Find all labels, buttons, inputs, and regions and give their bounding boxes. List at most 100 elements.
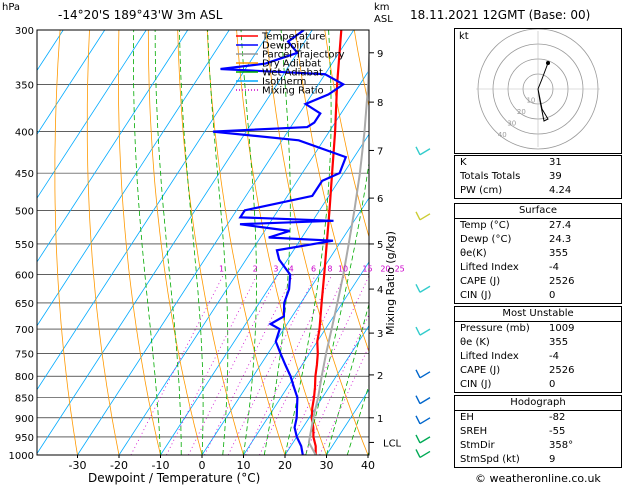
- x-tick-label: 0: [199, 459, 206, 472]
- surface-title: Surface: [455, 204, 621, 219]
- x-tick-label: -20: [110, 459, 128, 472]
- location-title: -14°20'S 189°43'W 3m ASL: [58, 8, 223, 22]
- pressure-tick-label: 850: [15, 394, 34, 405]
- km-tick-label: 6: [377, 194, 383, 205]
- surface-row: CAPE (J) 2526: [460, 276, 575, 287]
- mixing-ratio-line: [245, 274, 333, 455]
- wet-adiabat-line: [284, 30, 332, 455]
- km-tick-label: 4: [377, 285, 383, 296]
- mixing-ratio-line: [188, 274, 279, 455]
- surface-row: Dewp (°C) 24.3: [460, 234, 572, 245]
- wind-barb: [419, 371, 431, 379]
- mixing-ratio-line: [130, 274, 224, 455]
- km-tick-label: 2: [377, 371, 383, 382]
- hodograph-row: StmDir 358°: [460, 440, 574, 451]
- plot-frame: [36, 29, 370, 456]
- wind-barb: [415, 369, 421, 379]
- surface-table: Surface Temp (°C) 27.4 Dewp (°C) 24.3 θe(K…: [454, 203, 622, 304]
- pressure-tick-label: 900: [15, 414, 34, 425]
- dry-adiabat-line: [206, 30, 286, 455]
- wind-barb: [415, 211, 421, 221]
- wind-barb: [419, 148, 431, 156]
- pressure-tick-label: 650: [15, 299, 34, 310]
- isotherm-line: [37, 30, 106, 135]
- hodograph-row: EH -82: [460, 412, 566, 423]
- wind-barb: [419, 285, 431, 293]
- mixing-ratio-line: [166, 274, 258, 455]
- surface-row: CIN (J) 0: [460, 290, 556, 301]
- wind-barb: [415, 395, 421, 404]
- hodograph-ring-label: 40: [498, 131, 507, 139]
- hodograph-kt-label: kt: [459, 31, 469, 42]
- mixing-ratio-label: 10: [338, 265, 348, 274]
- most-unstable-row: Lifted Index -4: [460, 351, 559, 362]
- pressure-tick-label: 450: [15, 169, 34, 180]
- dry-adiabat-line: [324, 30, 369, 239]
- surface-row: Temp (°C) 27.4: [460, 220, 572, 231]
- date-title: 18.11.2021 12GMT (Base: 00): [410, 8, 591, 22]
- wind-barb: [419, 417, 431, 425]
- x-tick-label: 20: [278, 459, 292, 472]
- surface-row: θe(K) 355: [460, 248, 569, 259]
- wind-barb: [415, 146, 421, 156]
- wind-barb: [419, 450, 431, 459]
- hpa-label: hPa: [2, 2, 21, 13]
- isotherm-line: [37, 30, 189, 263]
- mixing-ratio-label: 3: [273, 265, 278, 274]
- x-tick-label: 40: [361, 459, 375, 472]
- index-row-totals: Totals Totals 39: [460, 171, 562, 182]
- index-row-pw: PW (cm) 4.24: [460, 185, 572, 196]
- pressure-tick-label: 750: [15, 349, 34, 360]
- legend-label: Wet Adiabat: [262, 68, 323, 79]
- mixing-ratio-label: 20: [380, 265, 390, 274]
- wind-barb: [415, 283, 421, 293]
- pressure-tick-label: 800: [15, 372, 34, 383]
- hodograph-storm-dot: [546, 61, 550, 65]
- pressure-tick-label: 600: [15, 271, 34, 282]
- hodograph-table-title: Hodograph: [455, 396, 621, 411]
- hodograph-ring-label: 30: [507, 120, 516, 128]
- legend-label: Dry Adiabat: [262, 59, 321, 70]
- wind-barb: [419, 436, 431, 444]
- wet-adiabat-line: [154, 30, 182, 455]
- isotherm-line: [160, 133, 369, 455]
- mixing-ratio-label: 25: [395, 265, 405, 274]
- index-row-k: K 31: [460, 157, 562, 168]
- dry-adiabat-line: [177, 30, 244, 455]
- wet-adiabat-line: [263, 30, 291, 455]
- parcel-trajectory-line: [307, 39, 369, 455]
- km-tick-label: 5: [377, 240, 383, 251]
- hodograph-table: Hodograph EH -82 SREH -55 StmDir 358° StmSp…: [454, 395, 622, 468]
- km-tick-label: 3: [377, 329, 383, 340]
- dry-adiabat-line: [265, 30, 369, 455]
- most-unstable-row: Pressure (mb) 1009: [460, 323, 575, 334]
- hodograph-row: StmSpd (kt) 9: [460, 454, 556, 465]
- legend-label: Temperature: [261, 32, 325, 43]
- wind-barb: [419, 213, 431, 221]
- asl-label: ASL: [374, 14, 393, 25]
- legend-label: Dewpoint: [262, 41, 310, 52]
- mixing-ratio-label: 1: [219, 265, 224, 274]
- mixing-ratio-axis-label: Mixing Ratio (g/kg): [384, 231, 397, 335]
- most-unstable-row: CIN (J) 0: [460, 379, 556, 390]
- mixing-ratio-label: 15: [362, 265, 372, 274]
- credit: © weatheronline.co.uk: [475, 472, 601, 485]
- lcl-label: LCL: [383, 438, 402, 449]
- wet-adiabat-line: [179, 30, 204, 455]
- wind-barb: [415, 449, 421, 458]
- wind-barb: [415, 434, 421, 444]
- x-tick-label: -30: [69, 459, 87, 472]
- pressure-tick-label: 400: [15, 128, 34, 139]
- dry-adiabat-line: [86, 30, 120, 455]
- wind-barb: [415, 326, 421, 336]
- isotherm-line: [37, 30, 313, 455]
- wind-barb: [419, 397, 431, 405]
- isotherm-line: [118, 69, 369, 455]
- isotherm-line: [284, 325, 369, 455]
- km-tick-label: 9: [377, 49, 383, 60]
- x-axis-label: Dewpoint / Temperature (°C): [88, 471, 261, 485]
- wet-adiabat-line: [207, 30, 229, 455]
- wet-adiabat-line: [305, 160, 369, 455]
- x-tick-label: -10: [152, 459, 170, 472]
